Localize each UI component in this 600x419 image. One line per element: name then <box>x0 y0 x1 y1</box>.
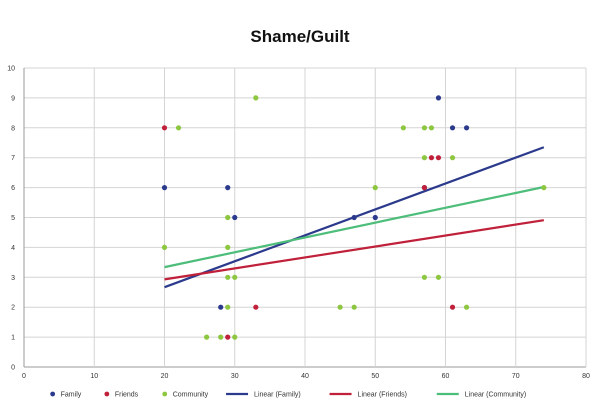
data-point <box>463 304 470 310</box>
data-point <box>449 155 456 161</box>
data-point <box>351 214 357 221</box>
data-point <box>218 304 224 310</box>
data-point <box>421 274 428 280</box>
y-tick-label: 6 <box>11 185 15 192</box>
data-point <box>400 125 406 131</box>
legend-label: Friends <box>115 392 139 399</box>
y-tick-label: 2 <box>11 305 15 312</box>
trendline <box>164 185 545 269</box>
data-point <box>428 155 435 161</box>
data-point <box>161 185 168 191</box>
legend-marker <box>104 391 110 397</box>
data-point <box>449 304 456 310</box>
data-point <box>232 214 238 221</box>
data-point <box>253 95 259 101</box>
y-tick-label: 0 <box>11 365 15 372</box>
data-point <box>225 304 231 310</box>
x-tick-label: 0 <box>22 373 26 380</box>
data-point <box>463 125 470 131</box>
data-point <box>421 185 428 191</box>
data-point <box>161 244 168 250</box>
y-tick-label: 5 <box>11 215 15 222</box>
data-point <box>225 274 231 280</box>
data-point <box>232 334 238 340</box>
data-point <box>428 125 435 131</box>
data-point <box>421 125 428 131</box>
data-point <box>372 185 378 191</box>
x-tick-label: 60 <box>442 373 450 380</box>
data-point <box>435 95 442 101</box>
data-point <box>372 214 378 221</box>
chart-title: Shame/Guilt <box>250 27 350 46</box>
x-tick-label: 40 <box>301 373 309 380</box>
data-point <box>161 125 168 131</box>
data-point <box>225 185 231 191</box>
chart-grid <box>23 67 587 368</box>
data-point <box>175 125 182 131</box>
legend-marker <box>50 391 56 397</box>
data-points <box>161 95 547 340</box>
y-tick-label: 8 <box>11 125 15 132</box>
y-tick-label: 4 <box>11 245 15 252</box>
x-tick-label: 80 <box>582 373 590 380</box>
data-point <box>541 185 547 191</box>
data-point <box>421 155 428 161</box>
x-tick-label: 30 <box>231 373 239 380</box>
data-point <box>449 125 456 131</box>
data-point <box>218 334 224 340</box>
x-tick-label: 10 <box>90 373 98 380</box>
x-tick-label: 70 <box>512 373 520 380</box>
y-tick-label: 9 <box>11 95 15 102</box>
data-point <box>435 274 442 280</box>
data-point <box>204 334 210 340</box>
data-point <box>435 155 442 161</box>
legend: Family Friends Community Linear (Family) Lin… <box>50 392 526 399</box>
trendline <box>164 219 545 281</box>
axis-tick-labels: 0 1 2 3 4 5 6 7 8 9 10 0 10 20 30 40 50 60 70 80 <box>7 66 590 381</box>
data-point <box>253 304 259 310</box>
data-point <box>232 274 238 280</box>
y-tick-label: 1 <box>11 335 15 342</box>
x-tick-label: 20 <box>161 373 169 380</box>
legend-label: Family <box>61 392 82 399</box>
legend-label: Linear (Friends) <box>358 392 407 399</box>
data-point <box>225 334 231 340</box>
legend-marker <box>162 391 168 397</box>
x-tick-label: 50 <box>371 373 379 380</box>
data-point <box>337 304 343 310</box>
legend-label: Community <box>173 392 209 399</box>
data-point <box>351 304 357 310</box>
y-tick-label: 3 <box>11 275 15 282</box>
data-point <box>225 214 231 221</box>
y-tick-label: 10 <box>7 66 15 73</box>
legend-label: Linear (Family) <box>254 392 301 399</box>
y-tick-label: 7 <box>11 155 15 162</box>
legend-label: Linear (Community) <box>465 392 526 399</box>
data-point <box>225 244 231 250</box>
